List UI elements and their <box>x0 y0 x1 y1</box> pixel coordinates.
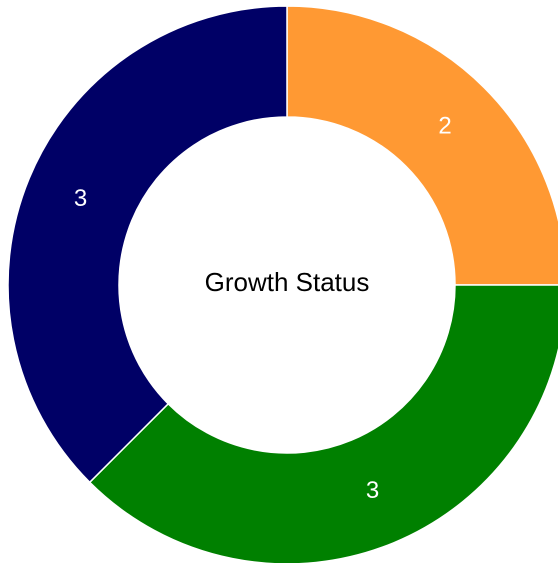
slice <box>286 5 558 286</box>
slice <box>88 284 558 563</box>
chart-title: Growth Status <box>205 267 370 297</box>
slice <box>7 5 288 484</box>
slice-label: 3 <box>366 477 379 504</box>
slice-label: 2 <box>438 112 451 139</box>
slice-label: 3 <box>74 185 87 212</box>
